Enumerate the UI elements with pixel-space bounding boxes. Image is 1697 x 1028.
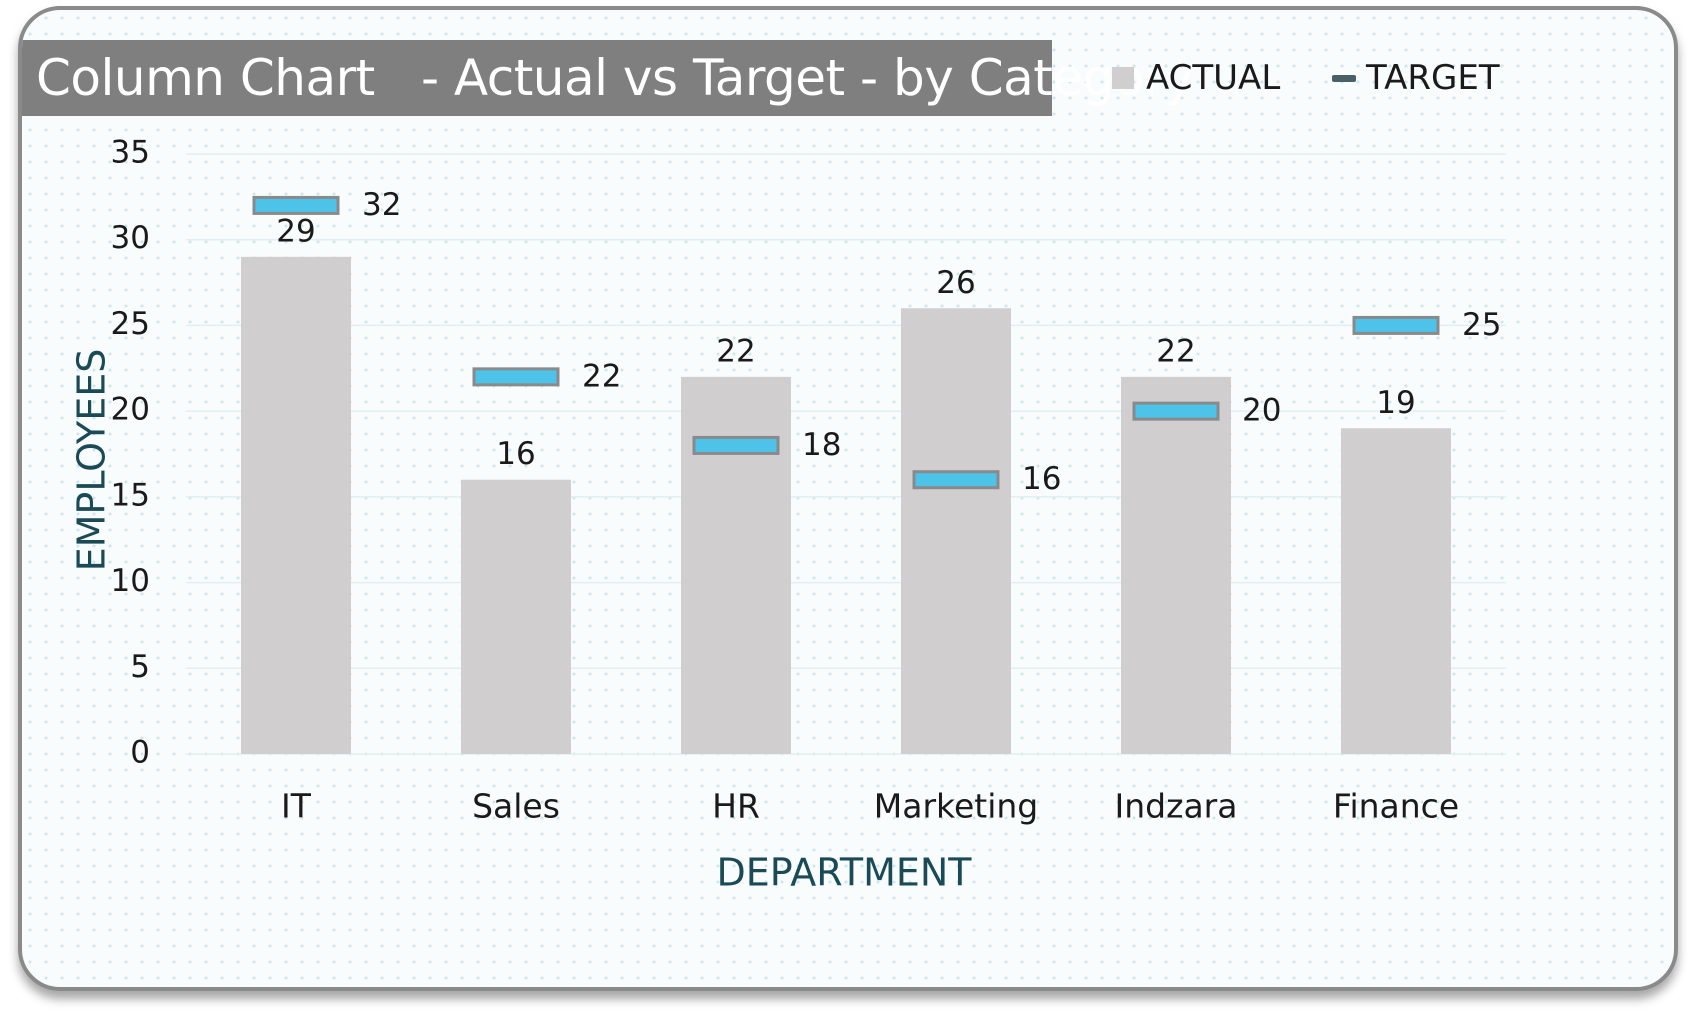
actual-value-label: 16 xyxy=(496,436,535,472)
target-marker xyxy=(1352,315,1440,335)
legend-label-actual: ACTUAL xyxy=(1146,58,1281,98)
actual-bar xyxy=(461,479,571,754)
target-marker xyxy=(912,470,1000,490)
y-tick-label: 0 xyxy=(130,735,150,771)
target-value-label: 18 xyxy=(802,427,841,463)
legend-swatch-actual xyxy=(1112,67,1134,89)
target-marker xyxy=(252,195,340,215)
target-value-label: 20 xyxy=(1242,393,1281,429)
x-category-label: Sales xyxy=(472,787,560,826)
y-tick-label: 5 xyxy=(130,649,150,685)
target-marker xyxy=(472,367,560,387)
target-value-label: 32 xyxy=(362,187,401,223)
chart-title: Column Chart - Actual vs Target - by Cat… xyxy=(36,49,1194,107)
legend-item-actual: ACTUAL xyxy=(1112,58,1280,98)
target-series xyxy=(252,195,1440,490)
chart-card: Column Chart - Actual vs Target - by Cat… xyxy=(18,6,1678,991)
actual-bar xyxy=(1121,376,1231,754)
data-labels: 29 32 16 22 22 18 26 16 22 20 19 25 xyxy=(276,187,1501,497)
y-tick-label: 20 xyxy=(111,392,150,428)
x-category-label: Marketing xyxy=(874,787,1038,826)
actual-value-label: 19 xyxy=(1376,385,1415,421)
target-value-label: 25 xyxy=(1462,307,1501,343)
y-axis-title: EMPLOYEES xyxy=(70,349,114,572)
legend-item-target: TARGET xyxy=(1332,58,1500,98)
target-marker xyxy=(1132,401,1220,421)
target-marker xyxy=(692,435,780,455)
actual-bar xyxy=(681,376,791,754)
actual-bar xyxy=(1341,428,1451,754)
actual-series xyxy=(241,256,1451,754)
target-value-label: 22 xyxy=(582,358,621,394)
y-tick-label: 10 xyxy=(111,563,150,599)
y-tick-label: 30 xyxy=(111,220,150,256)
x-axis-categories: IT Sales HR Marketing Indzara Finance xyxy=(281,787,1459,826)
x-category-label: IT xyxy=(281,787,312,826)
gridlines xyxy=(186,153,1506,755)
actual-bar xyxy=(241,256,351,754)
y-tick-label: 25 xyxy=(111,306,150,342)
actual-value-label: 29 xyxy=(276,213,315,249)
x-category-label: HR xyxy=(712,787,760,826)
y-axis-ticks: 0 5 10 15 20 25 30 35 xyxy=(111,135,150,771)
target-value-label: 16 xyxy=(1022,461,1061,497)
actual-bar xyxy=(901,308,1011,754)
actual-value-label: 26 xyxy=(936,265,975,301)
legend-swatch-target xyxy=(1332,74,1356,82)
x-category-label: Finance xyxy=(1333,787,1459,826)
actual-value-label: 22 xyxy=(1156,333,1195,369)
x-category-label: Indzara xyxy=(1115,787,1238,826)
legend-label-target: TARGET xyxy=(1366,58,1500,98)
y-tick-label: 35 xyxy=(111,135,150,171)
y-tick-label: 15 xyxy=(111,477,150,513)
chart-title-bar: Column Chart - Actual vs Target - by Cat… xyxy=(22,40,1194,116)
actual-value-label: 22 xyxy=(716,333,755,369)
x-axis-title: DEPARTMENT xyxy=(716,851,972,895)
